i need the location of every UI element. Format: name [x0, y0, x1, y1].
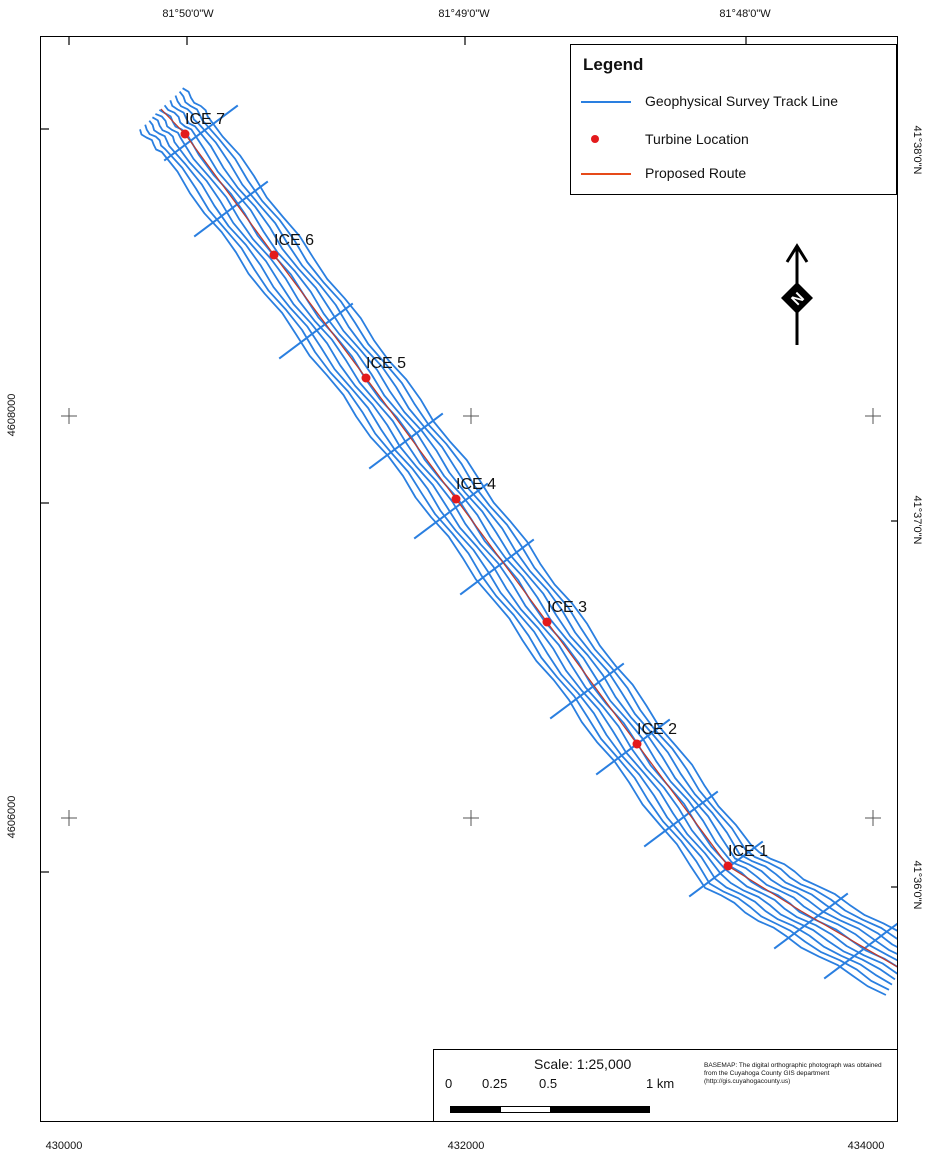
grid-cross [463, 810, 479, 826]
turbine-point [269, 250, 279, 260]
survey-track-line [144, 124, 890, 991]
left-northing-label: 4606000 [6, 795, 18, 839]
legend-item-turbine: Turbine Location [571, 129, 896, 153]
basemap-note: BASEMAP: The digital orthographic photog… [704, 1062, 882, 1085]
turbine-label: ICE 4 [456, 476, 497, 493]
turbine-label: ICE 2 [637, 721, 678, 738]
survey-cross-line [643, 790, 719, 848]
survey-track-line [155, 113, 897, 975]
bottom-easting-label: 434000 [847, 1140, 885, 1152]
survey-cross-line [823, 922, 897, 980]
scale-tick-label: 0.25 [482, 1076, 508, 1091]
scale-title: Scale: 1:25,000 [534, 1056, 632, 1072]
bottom-easting-label: 430000 [45, 1140, 83, 1152]
right-latitude-label: 41°37'0"N [911, 495, 923, 545]
legend-title: Legend [583, 55, 644, 74]
route-line-symbol [581, 173, 631, 175]
turbine-point [542, 617, 552, 627]
survey-track-line [151, 116, 896, 981]
grid-cross [463, 408, 479, 424]
proposed-route [160, 108, 897, 968]
scale-tick-label: 1 km [646, 1076, 675, 1091]
turbine-point [180, 129, 190, 139]
bottom-easting-label: 432000 [447, 1140, 485, 1152]
turbine-point [632, 739, 642, 749]
map-canvas[interactable] [41, 37, 898, 1122]
turbine-point [723, 861, 733, 871]
survey-track-line [139, 129, 887, 996]
turbine-label: ICE 6 [274, 232, 315, 249]
survey-cross-line [413, 482, 489, 540]
survey-cross-line [459, 538, 535, 596]
survey-track-line [169, 99, 897, 955]
turbine-point [451, 494, 461, 504]
frame-tick-marks [41, 37, 897, 888]
grid-cross [61, 810, 77, 826]
north-arrow-icon: N [781, 243, 813, 345]
track-line-symbol [581, 101, 631, 103]
top-longitude-label: 81°48'0"W [719, 8, 771, 20]
legend-item-label: Turbine Location [645, 131, 749, 147]
survey-cross-line [773, 892, 849, 950]
survey-track-line [174, 95, 897, 948]
right-latitude-label: 41°36'0"N [911, 860, 923, 910]
legend-item-label: Geophysical Survey Track Line [645, 93, 838, 109]
top-longitude-label: 81°49'0"W [438, 8, 490, 20]
turbine-point [361, 373, 371, 383]
survey-cross-line [595, 718, 671, 776]
survey-cross-line [278, 302, 354, 360]
left-northing-label: 4608000 [6, 393, 18, 437]
survey-cross-line [549, 662, 625, 720]
survey-cross-line [163, 104, 239, 162]
grid-crosses [61, 408, 881, 826]
legend-item-route: Proposed Route [571, 163, 896, 187]
grid-cross [61, 408, 77, 424]
turbine-label: ICE 1 [728, 843, 769, 860]
scale-bar [450, 1106, 650, 1113]
turbine-label: ICE 3 [547, 599, 588, 616]
survey-track-line [163, 104, 897, 962]
legend-item-label: Proposed Route [645, 165, 747, 181]
turbine-points [180, 129, 733, 871]
scale-tick-label: 0.5 [539, 1076, 558, 1091]
scale-tick-label: 0 [445, 1076, 453, 1091]
grid-cross [865, 810, 881, 826]
survey-track-line [148, 120, 893, 986]
survey-track-lines [139, 87, 897, 996]
turbine-label: ICE 5 [366, 355, 407, 372]
legend-item-track: Geophysical Survey Track Line [571, 91, 896, 115]
right-latitude-label: 41°38'0"N [911, 125, 923, 175]
survey-track-line [182, 87, 897, 932]
top-longitude-label: 81°50'0"W [162, 8, 214, 20]
turbine-point-symbol [591, 135, 599, 143]
turbine-label: ICE 7 [185, 111, 226, 128]
survey-track-line [178, 91, 897, 940]
legend: Legend Geophysical Survey Track Line Tur… [570, 44, 897, 195]
scale-box: Scale: 1:25,000 0 0.25 0.5 1 km BASEMAP:… [433, 1049, 898, 1122]
survey-cross-line [368, 412, 444, 470]
grid-cross [865, 408, 881, 424]
survey-cross-line [193, 180, 269, 238]
survey-track-line [158, 109, 897, 968]
proposed-route-line [160, 108, 897, 968]
map-frame[interactable]: ICE 7 ICE 6 ICE 5 ICE 4 ICE 3 ICE 2 ICE 1 [40, 36, 898, 1122]
